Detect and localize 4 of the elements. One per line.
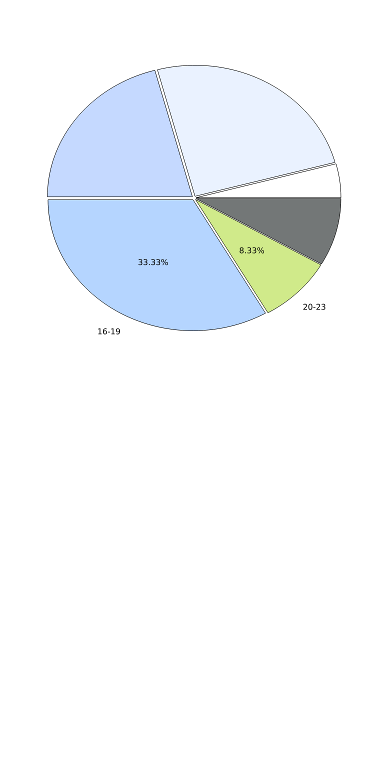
slice-label: 20-23 — [303, 304, 326, 310]
slice-label: 16-19 — [98, 328, 120, 334]
data-label: 33.33% — [138, 259, 168, 266]
data-label: 8.33% — [240, 247, 264, 254]
